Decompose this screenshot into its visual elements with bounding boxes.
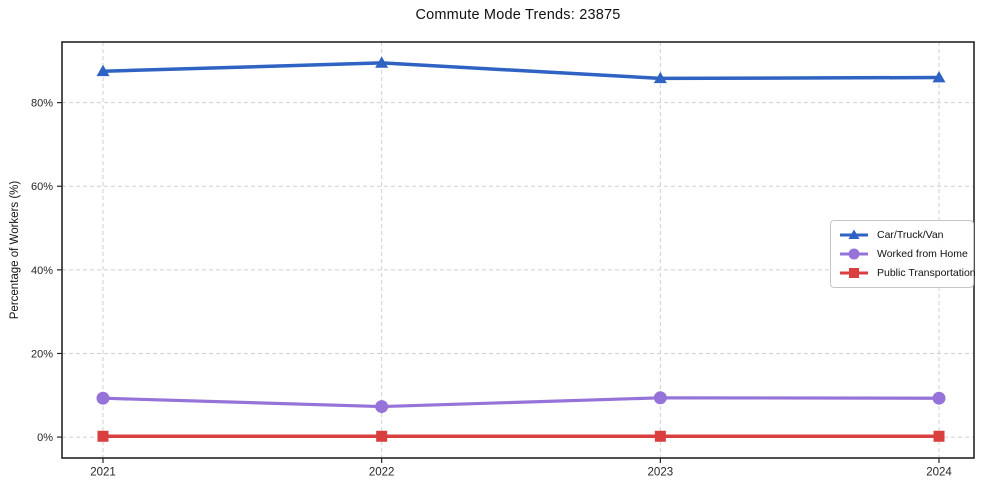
circle-marker-icon bbox=[375, 400, 389, 414]
triangle-marker-icon bbox=[653, 71, 667, 84]
tick-labels: 0% 20% 40% 60% 80% 2021 2022 2023 2024 bbox=[31, 98, 952, 479]
square-marker-icon bbox=[654, 430, 666, 442]
triangle-marker-icon bbox=[96, 64, 110, 77]
legend-item-worked-from-home: Worked from Home bbox=[839, 247, 968, 261]
circle-marker-icon bbox=[932, 391, 946, 405]
y-tick-label: 20% bbox=[31, 348, 53, 360]
axes-frame bbox=[61, 41, 975, 459]
legend-label: Public Transportation bbox=[877, 266, 976, 279]
circle-marker-icon bbox=[96, 391, 110, 405]
legend: Car/Truck/Van Worked from Home Public Tr… bbox=[830, 220, 976, 288]
x-tick-label: 2023 bbox=[648, 467, 674, 479]
series-public-transportation bbox=[97, 430, 945, 442]
x-tick-label: 2021 bbox=[90, 467, 116, 479]
triangle-marker-icon bbox=[375, 56, 389, 68]
legend-label: Worked from Home bbox=[877, 247, 968, 260]
circle-marker-icon bbox=[840, 248, 868, 260]
series-car-truck-van bbox=[96, 56, 946, 84]
legend-item-public-transportation: Public Transportation bbox=[839, 266, 976, 280]
square-marker-icon bbox=[376, 430, 388, 442]
series-worked-from-home bbox=[96, 391, 946, 414]
triangle-marker-icon bbox=[840, 229, 868, 239]
y-tick-label: 40% bbox=[31, 265, 53, 277]
chart-title: Commute Mode Trends: 23875 bbox=[415, 7, 621, 23]
square-marker-icon bbox=[933, 430, 945, 442]
triangle-marker-icon bbox=[932, 71, 946, 83]
x-tick-label: 2022 bbox=[369, 467, 395, 479]
legend-label: Car/Truck/Van bbox=[877, 228, 944, 241]
tick-marks bbox=[57, 102, 940, 463]
circle-marker-icon bbox=[653, 391, 667, 405]
square-marker-icon bbox=[840, 268, 868, 278]
y-tick-label: 80% bbox=[31, 98, 53, 110]
square-marker-icon bbox=[97, 430, 109, 442]
x-tick-label: 2024 bbox=[926, 467, 952, 479]
legend-item-car-truck-van: Car/Truck/Van bbox=[839, 228, 965, 242]
y-tick-label: 60% bbox=[31, 181, 53, 193]
y-tick-label: 0% bbox=[37, 432, 53, 444]
